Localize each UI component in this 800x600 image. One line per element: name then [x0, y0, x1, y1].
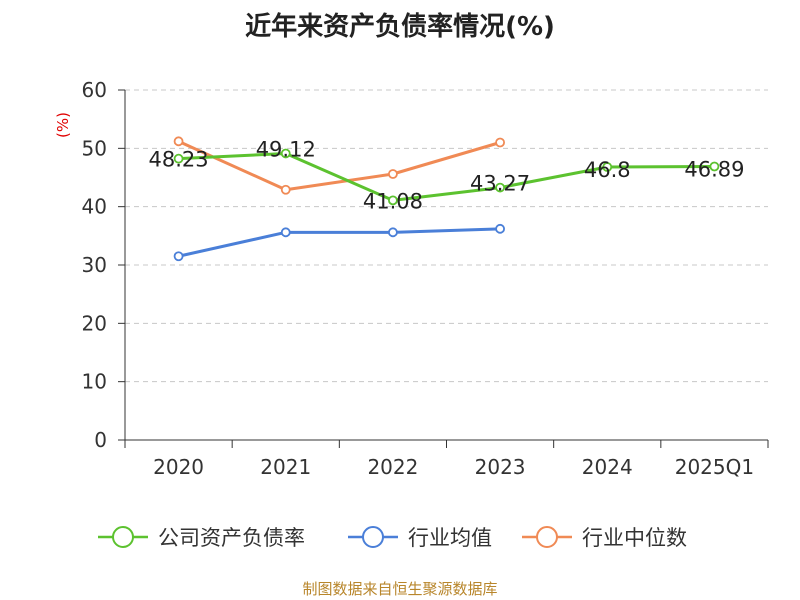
x-tick-label: 2025Q1: [675, 455, 754, 479]
x-tick-label: 2023: [475, 455, 526, 479]
source-note: 制图数据来自恒生聚源数据库: [302, 580, 498, 598]
legend-marker: [112, 526, 134, 548]
data-point: [280, 148, 291, 159]
data-point: [280, 227, 291, 238]
data-label: 46.8: [584, 158, 631, 182]
x-tick-label: 2021: [260, 455, 311, 479]
legend-label: 公司资产负债率: [158, 526, 305, 550]
data-point: [495, 223, 505, 234]
y-axis-label: (%): [54, 112, 72, 138]
x-tick-label: 2024: [582, 455, 633, 479]
series-line: [177, 139, 501, 192]
data-point: [388, 169, 398, 179]
data-point: [388, 195, 398, 206]
legend-marker: [362, 526, 384, 548]
legend-marker: [536, 526, 558, 548]
y-tick-label: 0: [94, 428, 107, 452]
data-label: 49.12: [256, 137, 316, 161]
data-point: [388, 227, 398, 238]
data-label: 41.08: [363, 189, 423, 213]
legend-label: 行业均值: [408, 526, 492, 550]
data-point: [602, 162, 613, 172]
y-tick-label: 60: [82, 78, 107, 102]
data-point: [173, 136, 184, 147]
y-tick-label: 50: [82, 136, 107, 160]
y-tick-label: 20: [82, 311, 107, 335]
data-point: [173, 251, 184, 262]
data-point: [495, 137, 505, 148]
data-label: 48.23: [149, 148, 209, 172]
x-tick-label: 2020: [153, 455, 204, 479]
series-line: [178, 151, 715, 202]
chart-title: 近年来资产负债率情况(%): [245, 12, 555, 42]
y-tick-label: 10: [82, 370, 107, 394]
y-tick-label: 30: [82, 253, 107, 277]
data-label: 46.89: [684, 157, 744, 181]
data-point: [280, 184, 291, 195]
data-label: 43.27: [470, 172, 530, 196]
legend-label: 行业中位数: [582, 526, 687, 550]
data-point: [173, 153, 184, 164]
y-tick-label: 40: [82, 195, 107, 219]
series-line: [178, 227, 501, 258]
data-point: [495, 182, 505, 193]
x-tick-label: 2022: [367, 455, 418, 479]
data-point: [709, 161, 720, 172]
